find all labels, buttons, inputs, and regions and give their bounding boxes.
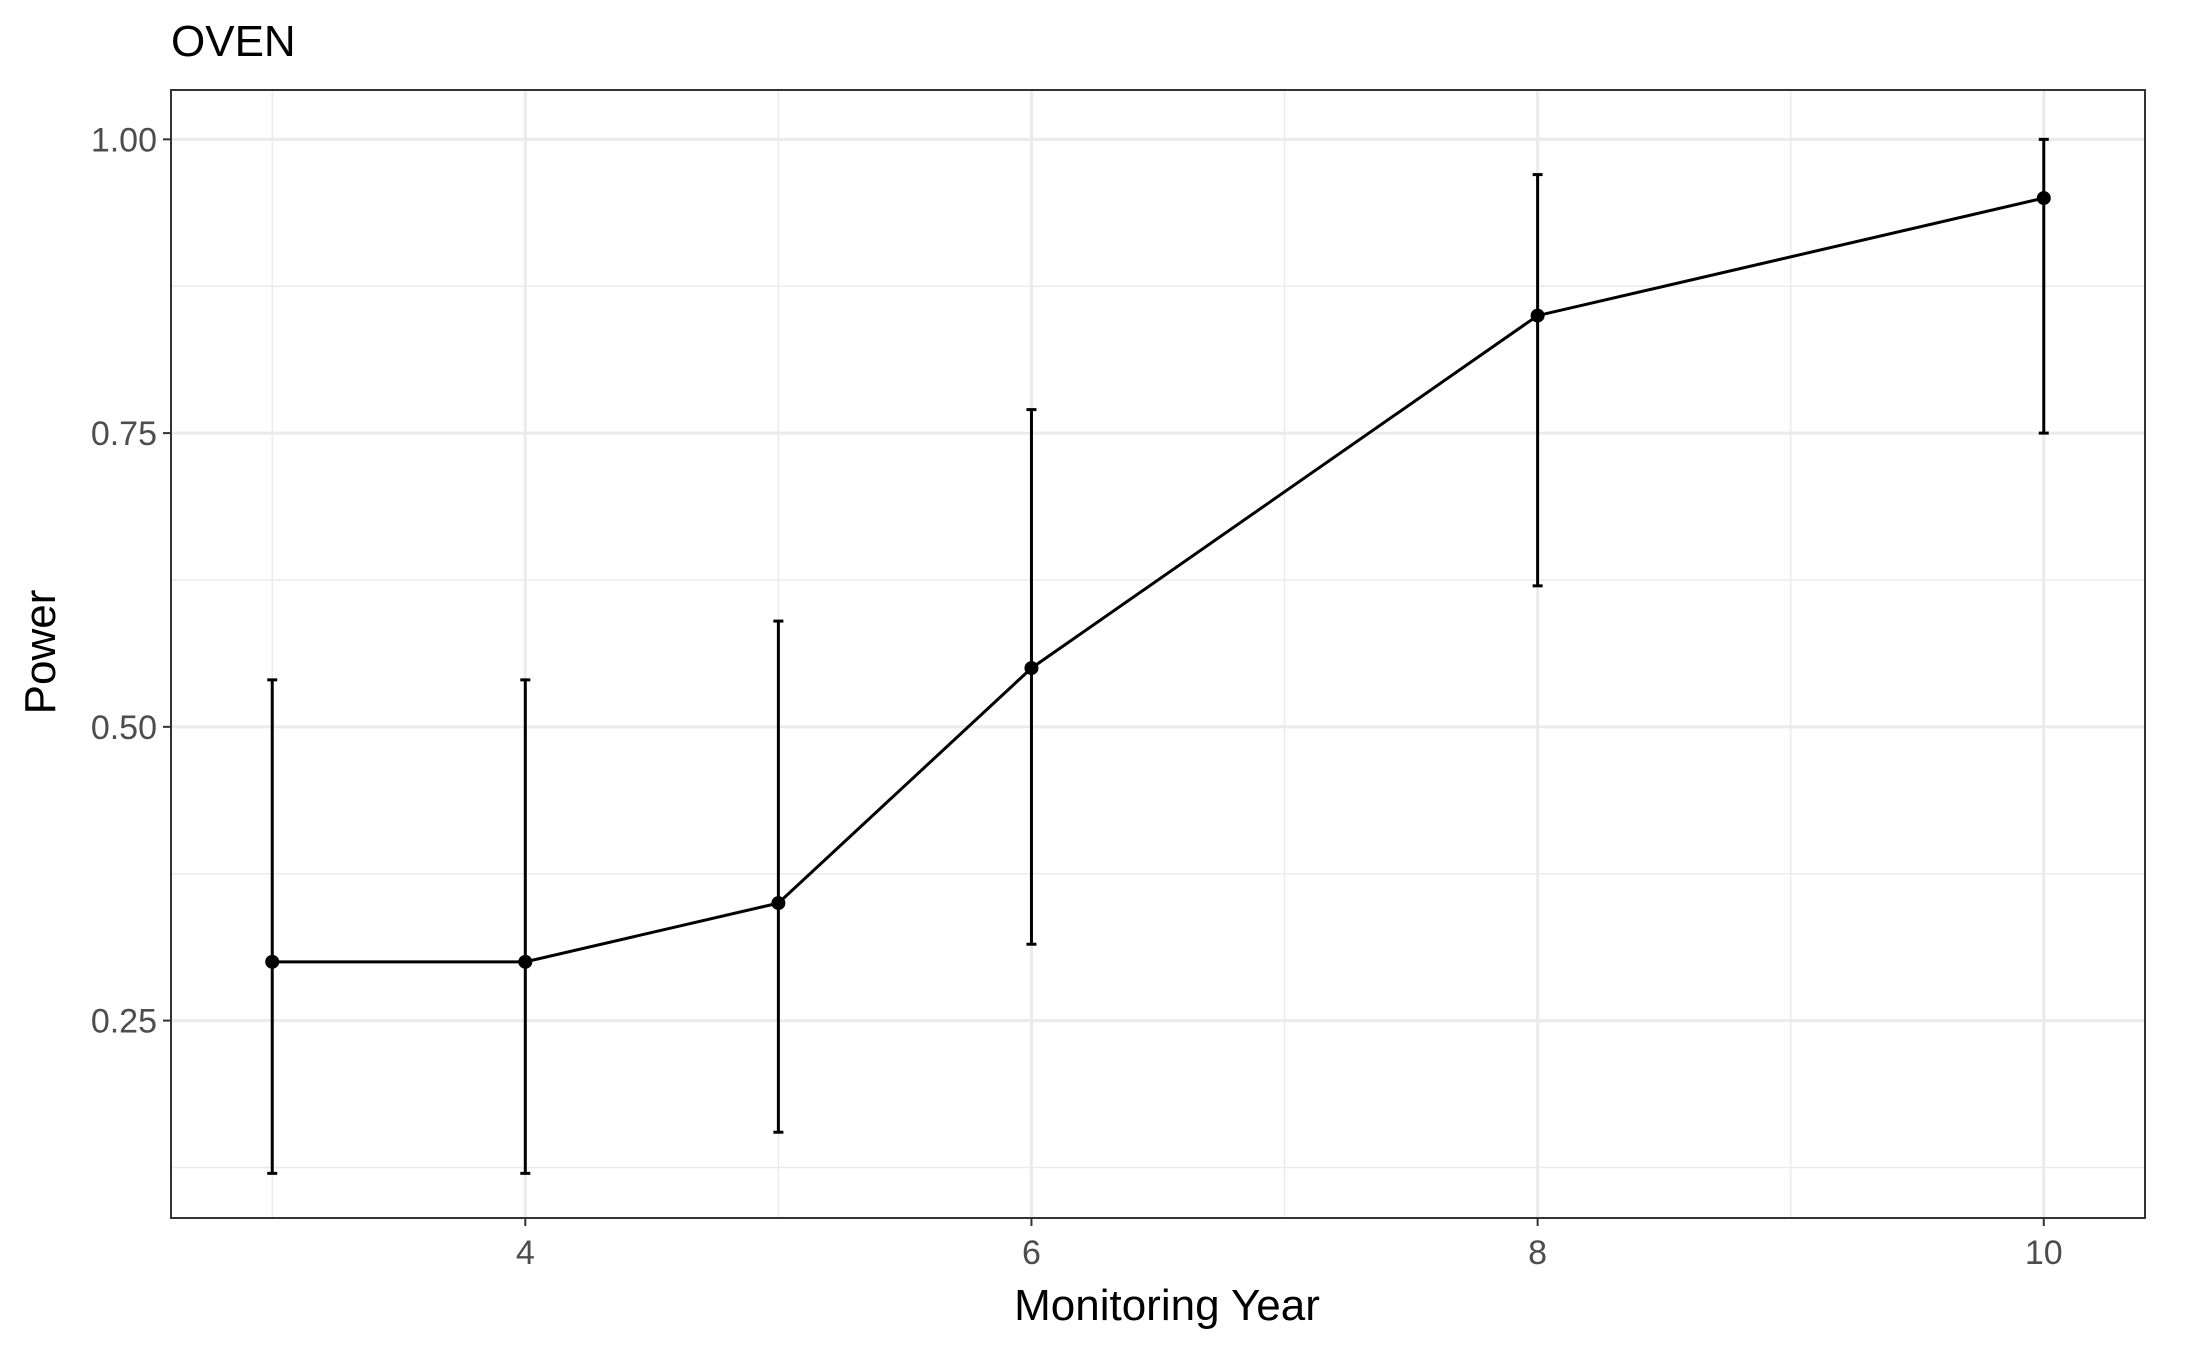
y-axis-ticks: 0.25 0.50 0.75 1.00: [91, 121, 171, 1041]
data-point: [265, 954, 280, 969]
series-line: [272, 196, 2045, 964]
x-axis-ticks: 4 6 8 10: [516, 1218, 2063, 1272]
data-point: [1530, 308, 1545, 323]
data-point: [1024, 661, 1039, 676]
y-tick-label: 1.00: [91, 121, 157, 159]
data-points: [265, 191, 2051, 969]
y-tick-label: 0.75: [91, 415, 157, 453]
data-point: [771, 896, 786, 911]
grid-major: [171, 90, 2145, 1218]
data-point: [518, 954, 533, 969]
y-axis-title: Power: [16, 590, 65, 715]
error-bars: [267, 137, 2049, 1175]
data-point: [2036, 191, 2051, 206]
panel-border: [170, 89, 2146, 1219]
x-tick-label: 8: [1528, 1234, 1547, 1272]
y-tick-label: 0.50: [91, 709, 157, 747]
x-tick-label: 4: [516, 1234, 535, 1272]
x-axis-title: Monitoring Year: [1014, 1281, 1320, 1330]
x-tick-label: 10: [2025, 1234, 2063, 1272]
x-tick-label: 6: [1022, 1234, 1041, 1272]
chart-title: OVEN: [171, 17, 296, 66]
grid-minor: [171, 90, 2145, 1218]
y-tick-label: 0.25: [91, 1003, 157, 1041]
